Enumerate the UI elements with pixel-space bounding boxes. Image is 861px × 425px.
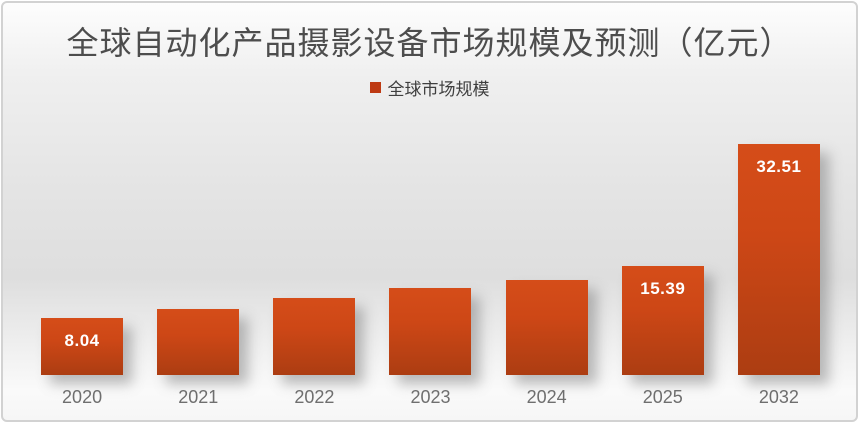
bar-2032: 32.51 <box>737 144 820 375</box>
bar-column: 2023 <box>372 288 488 420</box>
bar-2023 <box>389 288 472 375</box>
bar-2025: 15.39 <box>621 266 704 375</box>
x-axis-label: 2020 <box>62 387 103 407</box>
bar-value-label: 15.39 <box>640 279 686 298</box>
legend: 全球市场规模 <box>3 75 856 100</box>
bar-value-label: 8.04 <box>64 331 100 350</box>
x-axis-label: 2025 <box>642 387 683 407</box>
legend-label: 全球市场规模 <box>387 80 490 99</box>
plot-area: 8.04 2020 2021 2022 2023 2024 15.39 2025 32.51 20… <box>24 144 837 420</box>
bar-2021 <box>157 309 240 375</box>
bar-2024 <box>505 280 588 375</box>
x-axis-label: 2024 <box>526 387 567 407</box>
bar-column: 2022 <box>256 298 372 420</box>
x-axis-label: 2021 <box>178 387 219 407</box>
chart-title: 全球自动化产品摄影设备市场规模及预测（亿元） <box>66 25 793 61</box>
legend-marker-icon <box>369 82 381 93</box>
bar-value-label: 32.51 <box>756 157 802 176</box>
x-axis-label: 2022 <box>294 387 335 407</box>
x-axis-label: 2023 <box>410 387 451 407</box>
x-axis-label: 2032 <box>758 387 799 407</box>
bar-2020: 8.04 <box>41 318 124 375</box>
bar-column: 32.51 2032 <box>721 144 837 420</box>
bar-column: 2021 <box>140 309 256 420</box>
bar-column: 2024 <box>489 280 605 420</box>
bar-column: 8.04 2020 <box>24 318 140 420</box>
bar-2022 <box>273 298 356 375</box>
bar-column: 15.39 2025 <box>605 266 721 420</box>
